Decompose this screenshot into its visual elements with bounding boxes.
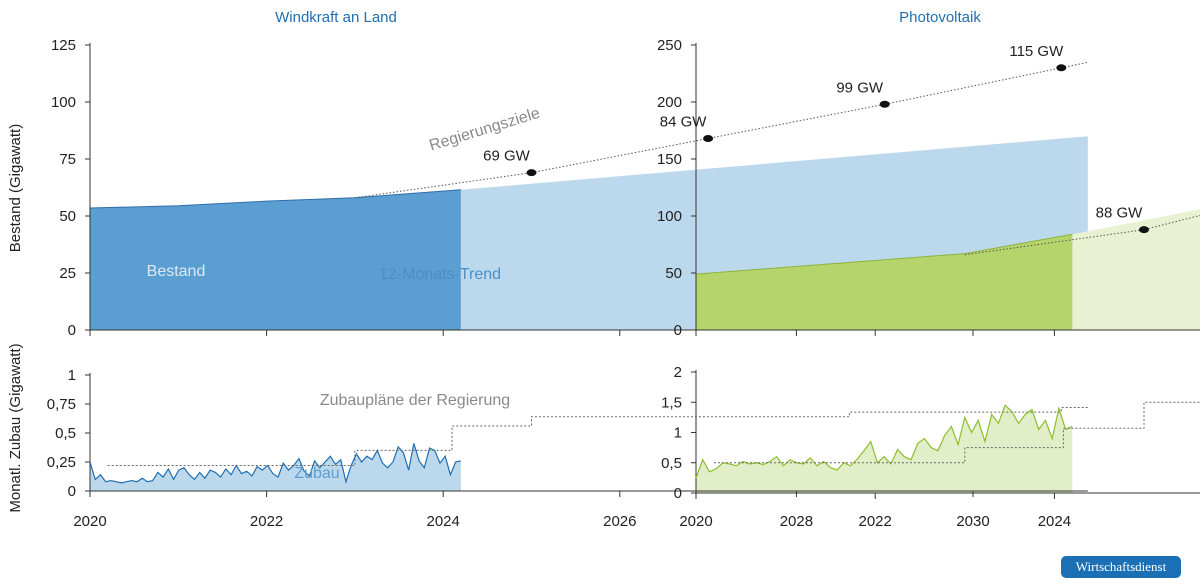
pv-xtick-label: 2022 [859, 513, 892, 530]
wind-target-marker [879, 100, 890, 108]
pv-monthly-ytick-label: 1,5 [661, 394, 682, 411]
label-bestand: Bestand [147, 263, 206, 280]
wind-xtick-label: 2024 [427, 513, 460, 530]
wind-monthly-ytick-label: 0 [68, 483, 76, 500]
wind-zubau-line [89, 443, 461, 484]
wind-xtick-label: 2028 [780, 513, 813, 530]
label-zubau: Zubau [294, 465, 339, 482]
wind-stock-ytick-label: 125 [51, 37, 76, 54]
ylabel-monthly: Monatl. Zubau (Gigawatt) [7, 343, 24, 512]
ylabel-stock: Bestand (Gigawatt) [7, 124, 24, 252]
label-12-monats-trend: 12-Monats-Trend [379, 266, 501, 283]
wind-stock-ytick-label: 0 [68, 322, 76, 339]
pv-target-marker [1139, 226, 1149, 234]
wind-target-marker [703, 134, 714, 142]
pv-stock-ytick-label: 50 [665, 265, 682, 282]
pv-stock-ytick-label: 250 [657, 37, 682, 54]
pv-monthly-ytick-label: 0,5 [661, 455, 682, 472]
pv-zubau-area [696, 405, 1073, 493]
pv-stock-ytick-label: 100 [657, 208, 682, 225]
wind-stock-ytick-label: 75 [59, 151, 76, 168]
pv-monthly-ytick-label: 2 [674, 364, 682, 381]
wind-target-label: 99 GW [836, 79, 884, 96]
wind-target-label: 115 GW [1009, 43, 1064, 60]
pv-stock-ytick-label: 0 [674, 322, 682, 339]
wind-stock-ytick-label: 50 [59, 208, 76, 225]
label-zubauplaene: Zubaupläne der Regierung [320, 392, 510, 409]
wind-xtick-label: 2026 [603, 513, 636, 530]
wind-xtick-label: 2020 [73, 513, 106, 530]
wind-target-label: 84 GW [660, 113, 708, 130]
wind-monthly-ytick-label: 1 [68, 367, 76, 384]
pv-stock-ytick-label: 150 [657, 151, 682, 168]
wind-stock-ytick-label: 25 [59, 265, 76, 282]
pv-zubau-line [695, 404, 1073, 479]
wirtschaftsdienst-logo: Wirtschaftsdienst [1061, 556, 1181, 578]
pv-trend-area [1072, 209, 1200, 330]
pv-stock-area [696, 234, 1073, 330]
pv-xtick-label: 2020 [679, 513, 712, 530]
pv-target-label: 88 GW [1096, 205, 1144, 222]
wind-stock-line [89, 189, 461, 209]
title-pv: Photovoltaik [899, 9, 981, 26]
wind-monthly-ytick-label: 0,5 [55, 425, 76, 442]
wind-target-marker [1056, 64, 1067, 72]
wind-target-label: 69 GW [483, 148, 531, 165]
pv-stock-line [695, 233, 1073, 275]
pv-monthly-ytick-label: 1 [674, 425, 682, 442]
wind-monthly-ytick-label: 0,75 [47, 396, 76, 413]
wind-zubau-area [90, 443, 461, 491]
title-wind: Windkraft an Land [275, 9, 397, 26]
wind-target-marker [526, 169, 537, 177]
pv-xtick-label: 2024 [1038, 513, 1071, 530]
wind-xtick-label: 2022 [250, 513, 283, 530]
pv-monthly-ytick-label: 0 [674, 485, 682, 502]
pv-stock-ytick-label: 200 [657, 94, 682, 111]
wind-monthly-ytick-label: 0,25 [47, 454, 76, 471]
wind-stock-area [90, 189, 461, 330]
wind-stock-ytick-label: 100 [51, 94, 76, 111]
wind-xtick-label: 2030 [956, 513, 989, 530]
wind-plan-line [107, 406, 1088, 466]
